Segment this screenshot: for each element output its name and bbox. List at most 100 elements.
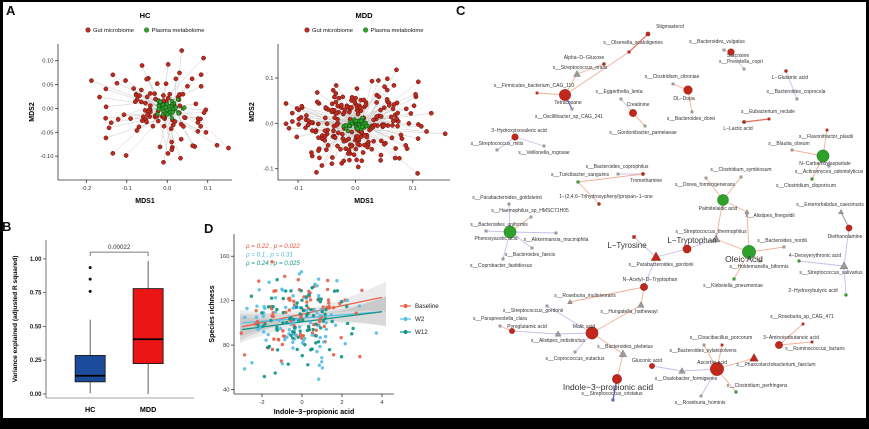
svg-text:s__Coprococcus_eutactus: s__Coprococcus_eutactus xyxy=(546,356,605,362)
svg-text:MDD: MDD xyxy=(355,11,373,20)
panel-label-c: C xyxy=(456,3,466,18)
svg-text:s__Prevotella_copri: s__Prevotella_copri xyxy=(719,59,763,65)
svg-text:1.00: 1.00 xyxy=(30,257,42,263)
svg-text:s__Parabacteroides_goldsteinii: s__Parabacteroides_goldsteinii xyxy=(472,195,542,201)
mds-plot-mdd: MDD Gut microbiome Plasma metabolome 0.1 0.0… xyxy=(249,11,450,205)
svg-text:s__Klebsiella_pneumoniae: s__Klebsiella_pneumoniae xyxy=(703,283,763,289)
svg-text:Palmitelaidic acid: Palmitelaidic acid xyxy=(699,206,738,212)
svg-text:1−(2,4,6−Trihydroxyphenyl)prop: 1−(2,4,6−Trihydroxyphenyl)propan−1−one xyxy=(559,194,653,200)
svg-text:MDS2: MDS2 xyxy=(29,102,36,122)
species-richness-scatter: 40 80 120 160 -2 0 2 4 Indole−3−propionic acid Sp… xyxy=(209,234,439,416)
svg-text:Plasma metabolome: Plasma metabolome xyxy=(152,28,205,34)
svg-text:0.1: 0.1 xyxy=(409,186,417,192)
svg-text:-0.2: -0.2 xyxy=(81,186,91,192)
svg-text:0.25: 0.25 xyxy=(30,358,42,364)
svg-text:Baseline: Baseline xyxy=(415,303,439,310)
variance-boxplot: 0.00 0.25 0.50 0.75 1.00 Variance explained (… xyxy=(12,240,194,414)
svg-text:s__Bacteroides_dorei: s__Bacteroides_dorei xyxy=(667,116,715,122)
svg-text:Malic acid: Malic acid xyxy=(573,324,595,330)
svg-text:s__Actinomyces_odontolyticus: s__Actinomyces_odontolyticus xyxy=(795,169,864,175)
svg-text:DL−Dopa: DL−Dopa xyxy=(673,96,694,102)
svg-text:s__Eggerthella_lenta: s__Eggerthella_lenta xyxy=(596,89,643,95)
svg-text:s__Streptococcus_gordonii: s__Streptococcus_gordonii xyxy=(503,308,563,314)
svg-text:ρ = 0.22 , p = 0.022: ρ = 0.22 , p = 0.022 xyxy=(245,243,300,250)
svg-text:Gut microbiome: Gut microbiome xyxy=(312,28,353,34)
svg-text:s__Clostridium_disporicum: s__Clostridium_disporicum xyxy=(776,183,836,189)
svg-text:s__Ruminococcus_lactaris: s__Ruminococcus_lactaris xyxy=(785,346,845,352)
microbiome-metabolite-network: Stigmasterol s__Olsenella_scatoligenes s__… xyxy=(470,24,864,406)
svg-text:Alpha−D−Glucose: Alpha−D−Glucose xyxy=(564,55,605,61)
svg-text:0.10: 0.10 xyxy=(42,59,53,65)
svg-text:Tetracosane: Tetracosane xyxy=(554,100,581,106)
svg-text:s__Coprobacter_fastidiosus: s__Coprobacter_fastidiosus xyxy=(470,263,532,269)
svg-text:Tromethamine: Tromethamine xyxy=(630,178,662,184)
svg-text:40: 40 xyxy=(223,388,229,394)
svg-text:0.00022: 0.00022 xyxy=(108,244,131,251)
svg-text:W2: W2 xyxy=(415,316,425,323)
svg-text:s__Bacteroides_coprophilus: s__Bacteroides_coprophilus xyxy=(586,164,649,170)
svg-text:s__Hungatella_hathewayi: s__Hungatella_hathewayi xyxy=(600,309,657,315)
svg-text:Pyroglutamic acid: Pyroglutamic acid xyxy=(507,324,547,330)
svg-text:W12: W12 xyxy=(415,329,428,336)
svg-text:s__Streptococcus_cristatus: s__Streptococcus_cristatus xyxy=(581,391,643,397)
svg-text:s__Parabacteroides_gordonii: s__Parabacteroides_gordonii xyxy=(628,262,693,268)
svg-text:Gut microbiome: Gut microbiome xyxy=(93,28,134,34)
svg-text:3−Hydroxyisovaleric acid: 3−Hydroxyisovaleric acid xyxy=(491,128,547,134)
svg-text:0.05: 0.05 xyxy=(42,83,53,89)
svg-text:2: 2 xyxy=(340,400,343,406)
panel-label-b: B xyxy=(2,219,12,234)
svg-text:L−Tyrosine: L−Tyrosine xyxy=(607,241,647,250)
svg-text:MDS1: MDS1 xyxy=(354,198,374,205)
svg-text:Indole−3−propionic acid: Indole−3−propionic acid xyxy=(563,382,654,392)
svg-text:4: 4 xyxy=(380,400,384,406)
svg-text:ρ = 0.1 , p = 0.31: ρ = 0.1 , p = 0.31 xyxy=(245,252,293,259)
svg-text:160: 160 xyxy=(220,254,230,260)
svg-text:2−Hydroxybutyric acid: 2−Hydroxybutyric acid xyxy=(788,288,838,294)
svg-text:s__Clostridium_perfringens: s__Clostridium_perfringens xyxy=(727,383,788,389)
svg-text:s__Alistipes_finegoldii: s__Alistipes_finegoldii xyxy=(745,213,794,219)
svg-text:s__Clostridium_citroniae: s__Clostridium_citroniae xyxy=(645,74,700,80)
svg-text:N−Carbamoylaspartate: N−Carbamoylaspartate xyxy=(799,161,851,167)
svg-text:-2: -2 xyxy=(259,400,264,406)
svg-text:120: 120 xyxy=(220,299,230,305)
svg-text:MDD: MDD xyxy=(140,405,156,414)
svg-text:0.75: 0.75 xyxy=(30,291,42,297)
svg-text:-0.1: -0.1 xyxy=(293,186,303,192)
svg-text:0.0: 0.0 xyxy=(163,186,171,192)
svg-text:Diethanolamine: Diethanolamine xyxy=(828,234,863,240)
svg-text:Oleic Acid: Oleic Acid xyxy=(725,254,763,264)
panel-label-a: A xyxy=(6,3,16,18)
svg-text:s__Streptococcus_thermophilus: s__Streptococcus_thermophilus xyxy=(675,229,747,235)
svg-text:Sarcosine: Sarcosine xyxy=(727,53,749,59)
svg-text:s__Bacteroides_coprocola: s__Bacteroides_coprocola xyxy=(767,89,826,95)
svg-text:s__Alistipes_indistinctus: s__Alistipes_indistinctus xyxy=(531,338,586,344)
svg-text:HC: HC xyxy=(85,405,95,414)
svg-text:L−Tryptophan: L−Tryptophan xyxy=(667,236,716,245)
svg-text:s__Veillonella_rogosae: s__Veillonella_rogosae xyxy=(518,150,570,156)
svg-text:Indole−3−propionic acid: Indole−3−propionic acid xyxy=(274,409,355,416)
panel-label-d: D xyxy=(204,221,214,236)
svg-text:ρ = 0.24 , p = 0.025: ρ = 0.24 , p = 0.025 xyxy=(245,260,300,267)
svg-text:L−Glutamic acid: L−Glutamic acid xyxy=(772,75,808,81)
svg-text:HC: HC xyxy=(140,11,151,20)
svg-text:s__Holdemanella_biformis: s__Holdemanella_biformis xyxy=(730,264,789,270)
svg-text:s__Clostridium_symbiosum: s__Clostridium_symbiosum xyxy=(710,167,771,173)
svg-text:0.1: 0.1 xyxy=(204,186,212,192)
svg-text:s__Dorea_formicigenerans: s__Dorea_formicigenerans xyxy=(675,182,736,188)
svg-text:Phenoxyacetic acid: Phenoxyacetic acid xyxy=(474,236,517,242)
svg-text:-0.10: -0.10 xyxy=(40,154,53,160)
svg-text:3−Aminoisobutanoic acid: 3−Aminoisobutanoic acid xyxy=(763,335,819,341)
svg-text:s__Streptococcus_mitis: s__Streptococcus_mitis xyxy=(471,141,524,147)
svg-text:s__Eubacterium_rectale: s__Eubacterium_rectale xyxy=(741,109,795,115)
svg-text:s__Enterorhabdus_caecimuris: s__Enterorhabdus_caecimuris xyxy=(796,202,864,208)
svg-text:s__Bacteroides_xylanisolvens: s__Bacteroides_xylanisolvens xyxy=(670,348,737,354)
mds-plot-hc: HC Gut microbiome Plasma metabolome 0.10 0.0… xyxy=(29,11,232,205)
svg-text:s__Akkermansia_muciniphila: s__Akkermansia_muciniphila xyxy=(524,237,589,243)
svg-text:s__Firmicutes_bacterium_CAG_11: s__Firmicutes_bacterium_CAG_110 xyxy=(494,83,574,89)
svg-text:s__Oxalobacter_formigenes: s__Oxalobacter_formigenes xyxy=(655,376,718,382)
svg-text:s__Bacteroides_plebeius: s__Bacteroides_plebeius xyxy=(597,344,653,350)
svg-text:s__Streptococcus_oralis: s__Streptococcus_oralis xyxy=(553,65,608,71)
svg-text:-0.1: -0.1 xyxy=(122,186,132,192)
svg-text:Species richness: Species richness xyxy=(209,285,216,342)
svg-text:Gluconic acid: Gluconic acid xyxy=(632,358,662,364)
